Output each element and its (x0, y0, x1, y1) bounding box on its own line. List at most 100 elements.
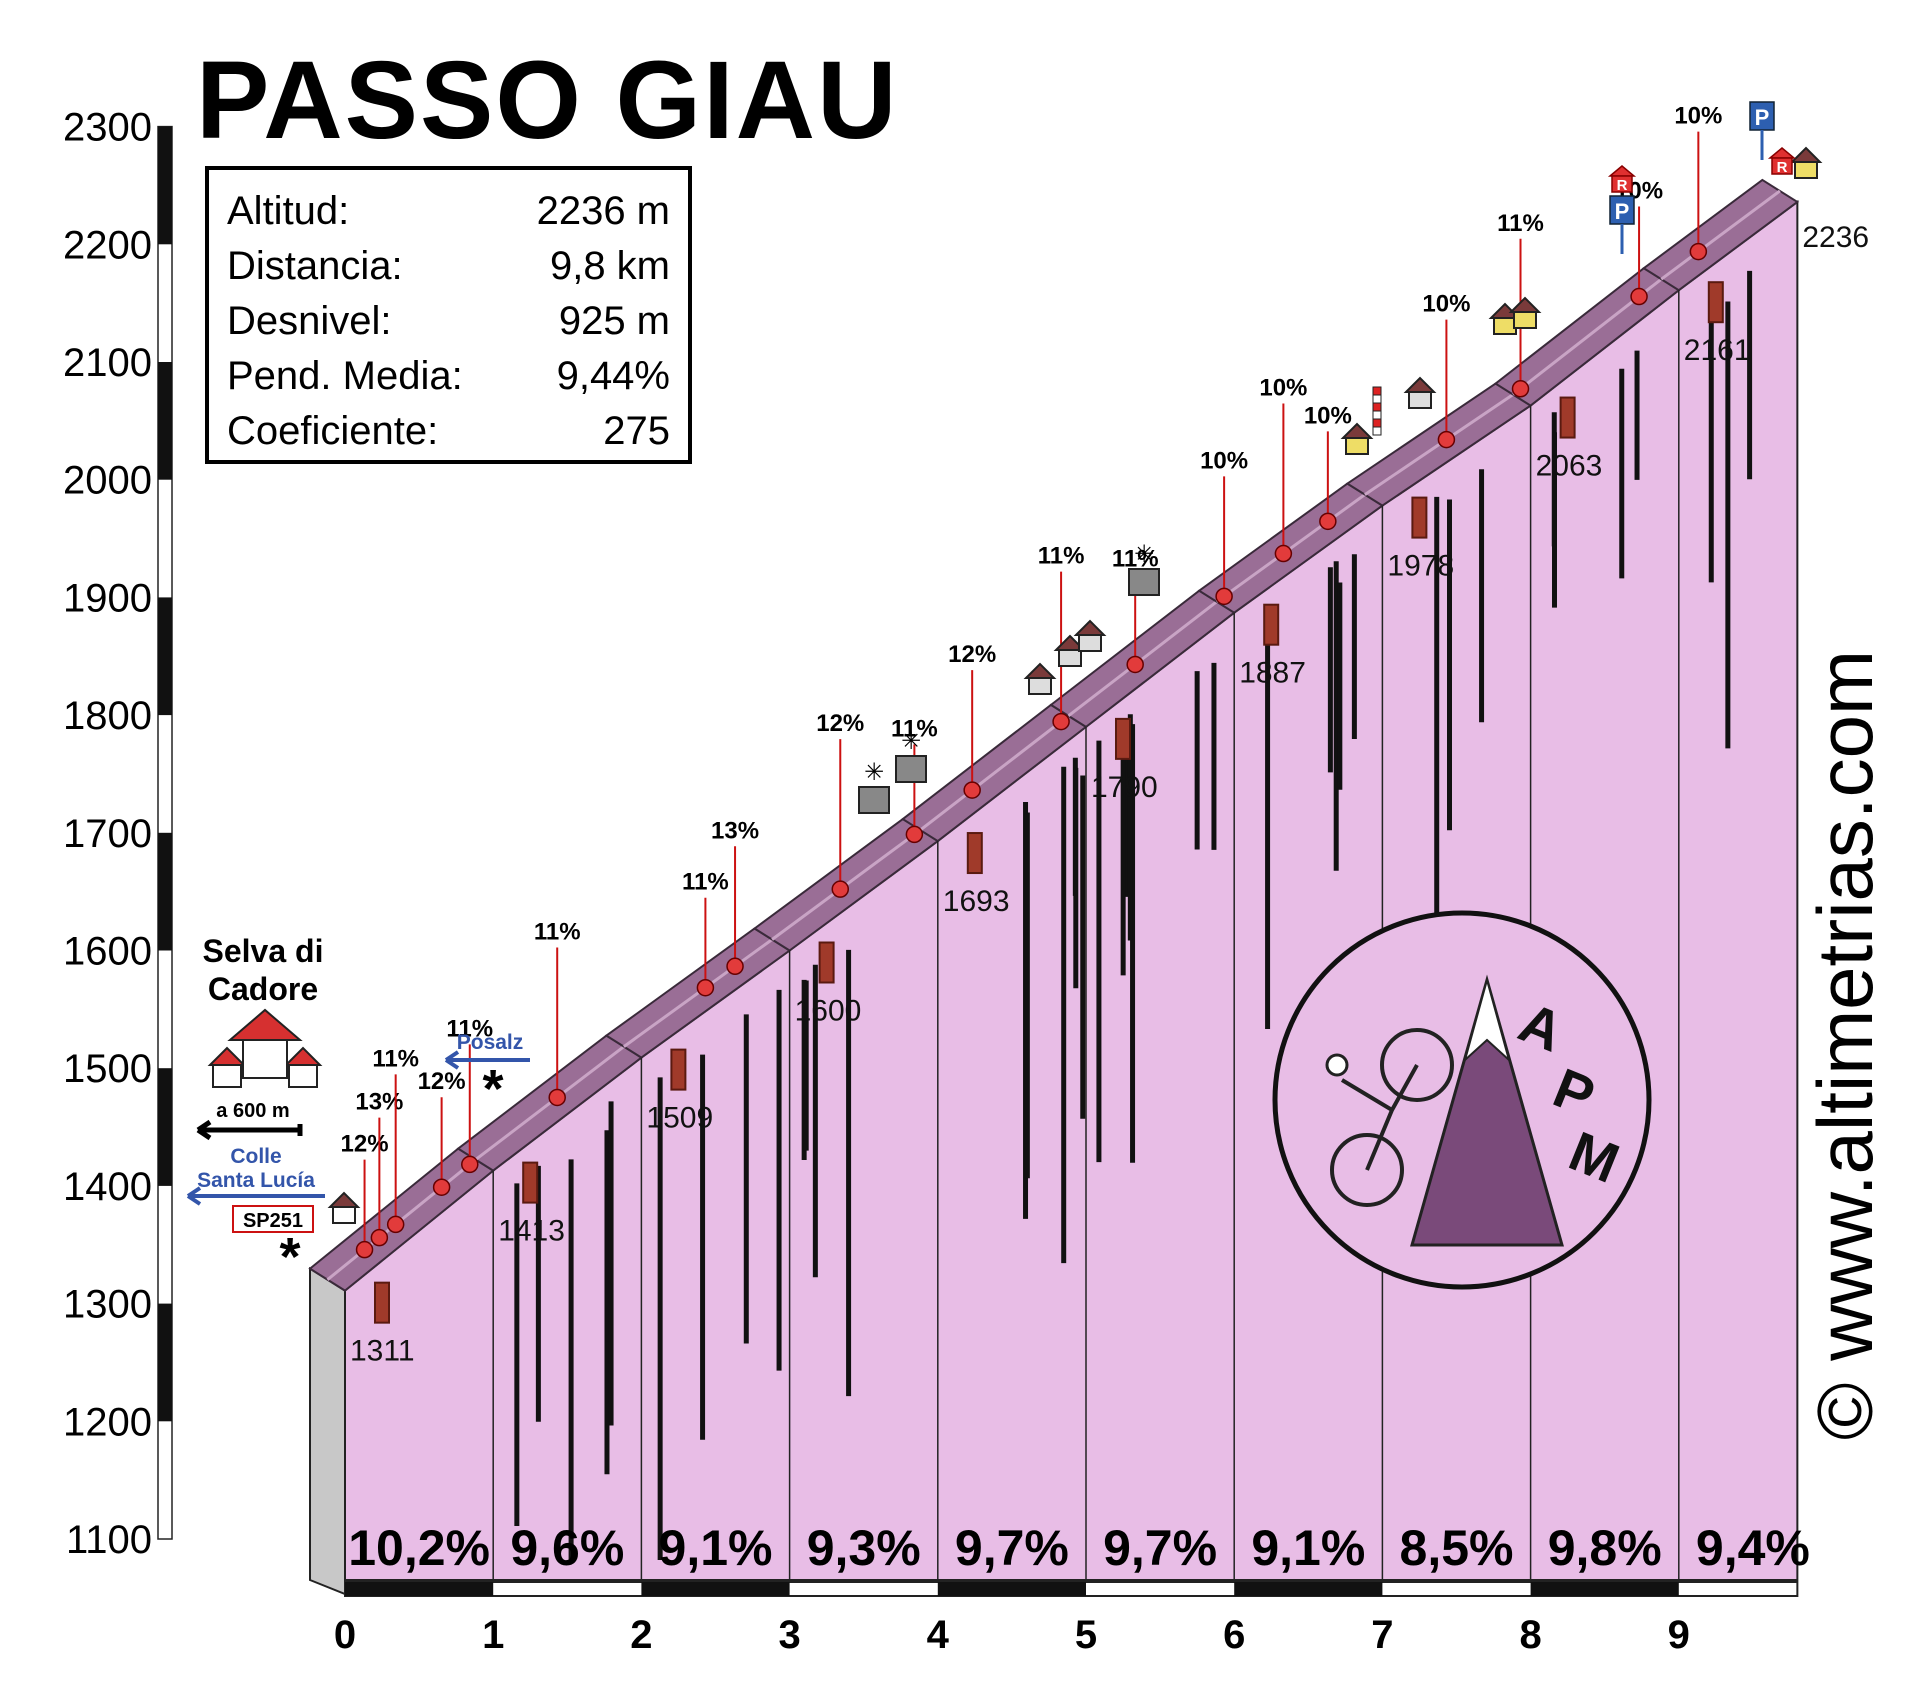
road-highlight (1215, 493, 1366, 603)
start-town-label: Selva di Cadore (178, 932, 348, 1008)
gradient-marker-label: 12% (341, 1131, 389, 1158)
gradient-marker-label: 11% (1497, 210, 1544, 237)
y-tick-label: 2100 (63, 341, 152, 385)
gradient-marker-dot (905, 825, 924, 844)
km-post-marker (1707, 281, 1724, 324)
town-house-icon (288, 1064, 318, 1088)
y-tick-label: 2300 (63, 106, 152, 150)
gradient-marker-dot (1126, 655, 1144, 674)
km-gradient-label: 9,3% (807, 1520, 921, 1576)
info-row-coefficient: Coeficiente: 275 (227, 404, 670, 459)
left-arrow-icon (196, 1119, 303, 1141)
km-bar-segment (1234, 1582, 1383, 1596)
km-gradient-label: 9,1% (659, 1520, 773, 1576)
restaurant-icon (1771, 157, 1793, 175)
km-post-marker (1115, 717, 1131, 760)
restaurant-icon-letter: R (1777, 159, 1788, 176)
road-highlight (1364, 393, 1514, 496)
town-line: Selva di (202, 933, 324, 969)
km-gradient-label: 9,8% (1548, 1520, 1662, 1576)
summit-elevation-label: 2236 (1802, 221, 1869, 254)
info-value: 2236 m (536, 189, 670, 233)
gradient-marker-label: 12% (816, 710, 864, 737)
gradient-marker-label: 10% (1200, 447, 1248, 474)
gradient-marker-label: 11% (891, 715, 938, 742)
altitude-scale-segment (158, 126, 172, 245)
gradient-marker-label: 11% (1112, 545, 1159, 572)
road-highlight (623, 938, 773, 1048)
restaurant-icon (1607, 165, 1637, 177)
altitude-scale-segment (158, 1068, 172, 1186)
km-gradient-label: 10,2% (348, 1520, 490, 1576)
bicycle-icon (1380, 1028, 1454, 1102)
gradient-marker-label: 10% (1259, 375, 1307, 402)
road-highlight (919, 714, 1070, 832)
x-tick-label: 0 (334, 1613, 356, 1657)
altitude-scale-segment (158, 832, 172, 951)
town-house-icon (212, 1064, 242, 1088)
x-tick-label: 1 (482, 1613, 504, 1657)
town-house-icon (242, 1039, 288, 1079)
km-bar-segment (345, 1582, 494, 1596)
snow-icon: ✳ (864, 758, 884, 786)
gradient-marker-dot (831, 880, 850, 898)
km-post-marker (1263, 603, 1280, 646)
info-row-altitude: Altitud: 2236 m (227, 184, 670, 239)
info-label: Distancia: (227, 244, 403, 288)
left-arrow-icon (186, 1186, 325, 1206)
info-value: 275 (603, 409, 670, 453)
distance-note: a 600 m (216, 1100, 289, 1122)
km-bar-segment (1530, 1582, 1679, 1596)
gradient-marker-dot (696, 978, 715, 997)
km-elevation-label: 1790 (1091, 771, 1158, 804)
km-gradient-label: 8,5% (1400, 1520, 1514, 1576)
info-label: Coeficiente: (227, 409, 439, 453)
y-tick-label: 1800 (63, 694, 152, 738)
junction-icon: * (482, 1059, 503, 1119)
x-tick-label: 7 (1371, 1613, 1393, 1657)
km-post-marker (522, 1161, 539, 1204)
road-highlight (474, 1045, 625, 1161)
gradient-marker-dot (963, 781, 981, 799)
road-highlight (1660, 189, 1781, 281)
info-label: Altitud: (227, 189, 350, 233)
km-post-marker (374, 1281, 390, 1324)
barrier-pole-icon (1372, 410, 1382, 420)
house-icon (1078, 634, 1102, 652)
ski-lift-icon (1128, 568, 1160, 596)
gradient-marker-label: 10% (1422, 291, 1470, 318)
km-post-marker (670, 1048, 687, 1091)
parking-icon-letter: P (1615, 199, 1630, 224)
km-elevation-label: 1413 (498, 1215, 565, 1248)
restaurant-icon (1767, 147, 1797, 159)
gradient-marker-dot (1274, 544, 1293, 563)
town-house-icon (227, 1008, 303, 1041)
y-tick-label: 1600 (63, 930, 152, 974)
info-row-climb: Desnivel: 925 m (227, 294, 670, 349)
gradient-marker-label: 11% (682, 869, 729, 896)
y-tick-label: 1200 (63, 1400, 152, 1444)
side-road-label: Santa Lucía (197, 1169, 315, 1192)
km-gradient-label: 9,1% (1251, 1520, 1365, 1576)
y-tick-label: 2200 (63, 223, 152, 267)
km-elevation-label: 1887 (1239, 657, 1306, 690)
y-tick-label: 2000 (63, 459, 152, 503)
gradient-marker-dot (726, 957, 744, 976)
left-arrow-icon (444, 1050, 530, 1070)
info-label: Desnivel: (227, 299, 392, 343)
km-gradient-label: 9,7% (1103, 1520, 1217, 1576)
y-tick-label: 1100 (66, 1518, 152, 1562)
y-tick-label: 1700 (63, 812, 152, 856)
mountain-icon (1410, 974, 1564, 1247)
house-icon (1408, 391, 1432, 409)
ski-lift-icon (858, 786, 890, 814)
km-elevation-label: 1600 (795, 995, 862, 1028)
house-icon (1023, 662, 1057, 679)
gradient-marker-label: 11% (534, 918, 581, 945)
restaurant-icon (1611, 175, 1633, 193)
km-elevation-label: 1978 (1387, 550, 1454, 583)
km-elevation-label: 1311 (350, 1335, 415, 1368)
road-highlight (1067, 600, 1218, 718)
gradient-marker-label: 10% (1304, 402, 1352, 429)
house-icon (1493, 317, 1517, 335)
